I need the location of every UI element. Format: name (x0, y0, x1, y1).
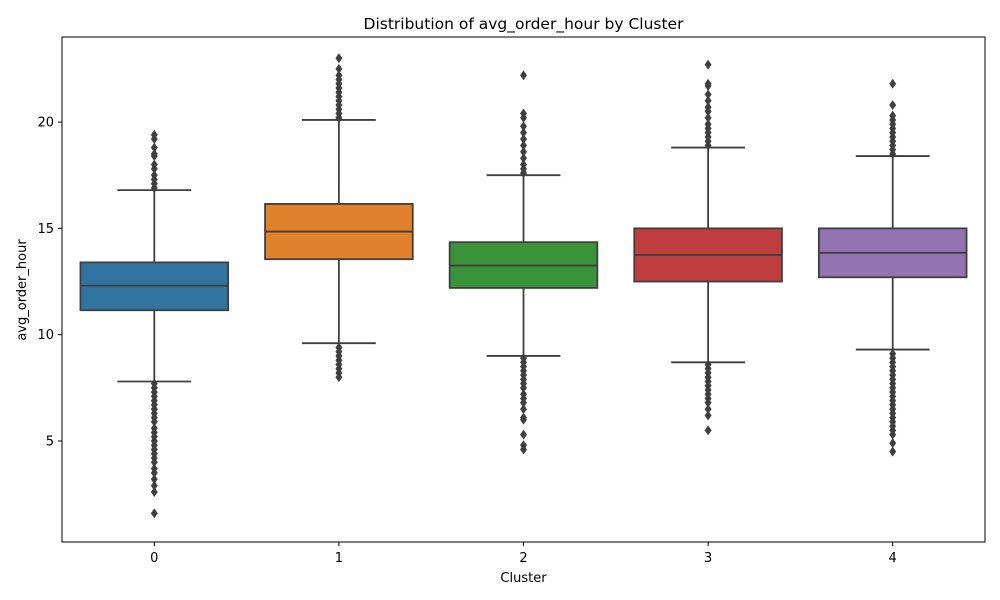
outlier-0-0 (150, 508, 158, 519)
outlier-3-25 (704, 78, 712, 89)
plot-area: 5 10 15 20 0 1 2 3 4 (37, 36, 986, 566)
outlier-2-25 (519, 121, 528, 132)
x-axis-label: Cluster (500, 571, 547, 586)
outlier-3-1 (704, 410, 712, 421)
outlier-0-35 (150, 129, 158, 140)
outlier-2-28 (519, 70, 528, 81)
outlier-0-28 (150, 170, 158, 181)
outlier-0-24 (150, 378, 158, 389)
outlier-0-14 (150, 423, 158, 434)
outlier-0-3 (150, 474, 158, 485)
outlier-3-0 (704, 425, 712, 436)
outlier-2-19 (519, 159, 528, 170)
outlier-2-22 (519, 140, 528, 151)
outlier-2-8 (519, 389, 528, 400)
x-tick-label-4: 4 (889, 551, 897, 566)
outlier-1-19 (335, 63, 343, 74)
outlier-2-24 (519, 127, 528, 138)
outlier-3-2 (704, 404, 712, 415)
x-tick-label-3: 3 (704, 551, 712, 566)
outlier-4-0 (889, 446, 897, 457)
outlier-3-26 (704, 59, 712, 70)
y-axis-label: avg_order_hour (15, 239, 30, 341)
outlier-2-23 (519, 134, 528, 145)
outlier-2-1 (519, 440, 528, 451)
outlier-0-32 (150, 148, 158, 159)
x-tick-label-0: 0 (150, 551, 158, 566)
outlier-2-2 (519, 429, 528, 440)
outlier-3-23 (704, 89, 712, 100)
x-tick-label-1: 1 (335, 551, 343, 566)
y-tick-label-20: 20 (37, 116, 54, 131)
y-tick-label-15: 15 (37, 222, 54, 237)
outlier-0-33 (150, 142, 158, 153)
outlier-0-2 (150, 480, 158, 491)
outlier-3-18 (704, 119, 712, 130)
outlier-3-22 (704, 95, 712, 106)
outlier-3-19 (704, 112, 712, 123)
outlier-4-31 (889, 110, 897, 121)
y-tick-label-10: 10 (37, 328, 54, 343)
outlier-0-1 (150, 486, 158, 498)
outlier-0-5 (150, 463, 158, 474)
outlier-1-20 (335, 53, 343, 64)
outlier-0-30 (150, 159, 158, 170)
outlier-2-27 (519, 108, 528, 119)
outlier-2-5 (519, 404, 528, 415)
chart-title: Distribution of avg_order_hour by Cluste… (364, 15, 685, 34)
x-tick-label-2: 2 (519, 551, 527, 566)
y-tick-label-5: 5 (46, 435, 54, 450)
outlier-2-4 (519, 412, 528, 423)
outlier-4-1 (889, 438, 897, 449)
outlier-1-18 (335, 70, 343, 81)
outlier-3-21 (704, 102, 712, 113)
outlier-4-32 (889, 100, 897, 111)
outlier-1-7 (335, 342, 343, 353)
outlier-4-33 (889, 78, 897, 89)
outlier-2-16 (519, 353, 528, 364)
outlier-2-20 (519, 153, 528, 164)
outlier-4-21 (889, 348, 897, 359)
outlier-2-21 (519, 146, 528, 157)
outlier-3-12 (704, 359, 712, 370)
